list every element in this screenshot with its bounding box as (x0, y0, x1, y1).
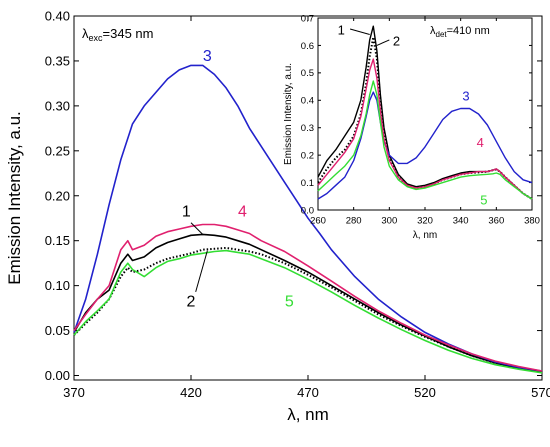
inset-curve-label-4: 4 (477, 135, 484, 150)
main-y-tick-label: 0.30 (45, 98, 70, 113)
inset-y-tick-label: 0.5 (301, 68, 314, 79)
inset-series-4-line (317, 58, 533, 200)
inset-x-tick-label: 260 (310, 216, 326, 227)
inset-series-3-line (317, 91, 533, 200)
main-y-tick-label: 0.05 (45, 323, 70, 338)
inset-y-tick-label: 0.3 (301, 123, 314, 134)
inset-annotation-symbol: λ (430, 25, 436, 37)
main-x-axis-label: λ, nm (287, 405, 329, 424)
inset-annotation-subscript: det (436, 30, 448, 39)
main-series-2-line (73, 246, 543, 373)
main-series-4-line (73, 223, 543, 372)
inset-x-axis-label: λ, nm (413, 230, 437, 241)
inset-x-tick-label: 320 (417, 216, 433, 227)
main-x-tick-label: 370 (63, 385, 85, 400)
inset-x-tick-label: 340 (453, 216, 469, 227)
main-y-tick-label: 0.40 (45, 9, 70, 24)
inset-y-axis-label: Emission Intensity, a.u. (283, 63, 294, 165)
main-annotation-subscript: exc (89, 33, 104, 43)
inset-y-tick-label: 0.1 (301, 178, 314, 189)
main-curve-label-2: 2 (187, 293, 196, 310)
main-wavelength-annotation: λexc=345 nm (82, 26, 153, 43)
main-annotation-value: =345 nm (103, 26, 154, 41)
inset-series-5-line (317, 80, 533, 200)
inset-y-tick-label: 0.7 (301, 13, 314, 24)
main-annotation-symbol: λ (82, 26, 89, 41)
main-y-tick-label: 0.35 (45, 53, 70, 68)
inset-y-tick-label: 0.6 (301, 41, 314, 52)
main-y-tick-label: 0.20 (45, 188, 70, 203)
main-y-tick-label: 0.15 (45, 233, 70, 248)
inset-curve-label-1: 1 (338, 22, 345, 37)
main-y-tick-label: 0.25 (45, 143, 70, 158)
inset-curve-label-5: 5 (480, 193, 487, 208)
inset-label-1-pointer (349, 28, 370, 35)
main-label-2-pointer (195, 250, 208, 293)
main-y-axis-label: Emission Intensity, a.u. (5, 111, 24, 285)
inset-wavelength-annotation: λdet=410 nm (430, 25, 490, 39)
inset-x-tick-label: 380 (524, 216, 540, 227)
inset-chart: 260 280 300 320 340 360 380 0.0 0.1 0.2 0.3 0.4 0.5 0… (283, 13, 540, 241)
inset-x-tick-label: 360 (488, 216, 504, 227)
inset-curve-label-3: 3 (462, 88, 469, 103)
inset-y-tick-label: 0.2 (301, 150, 314, 161)
inset-label-2-pointer (376, 39, 390, 46)
main-series-5-line (73, 249, 543, 374)
inset-plot-frame (317, 17, 533, 211)
inset-annotation-value: =410 nm (447, 25, 490, 37)
inset-x-tick-label: 280 (346, 216, 362, 227)
inset-x-tick-label: 300 (381, 216, 397, 227)
main-y-tick-label: 0.00 (45, 368, 70, 383)
inset-y-tick-label: 0.4 (301, 96, 314, 107)
main-x-tick-label: 470 (297, 385, 319, 400)
main-x-tick-label: 420 (180, 385, 202, 400)
main-y-tick-label: 0.10 (45, 278, 70, 293)
main-x-tick-label: 570 (531, 385, 550, 400)
inset-y-tick-label: 0.0 (301, 205, 314, 216)
inset-curve-label-2: 2 (393, 33, 400, 48)
main-series-3-line (73, 64, 543, 372)
main-curve-label-4: 4 (238, 203, 247, 220)
main-curve-label-1: 1 (182, 203, 191, 220)
main-curve-label-5: 5 (285, 293, 294, 310)
main-label-1-pointer (190, 222, 204, 235)
main-x-tick-label: 520 (414, 385, 436, 400)
main-curve-label-3: 3 (203, 48, 212, 65)
